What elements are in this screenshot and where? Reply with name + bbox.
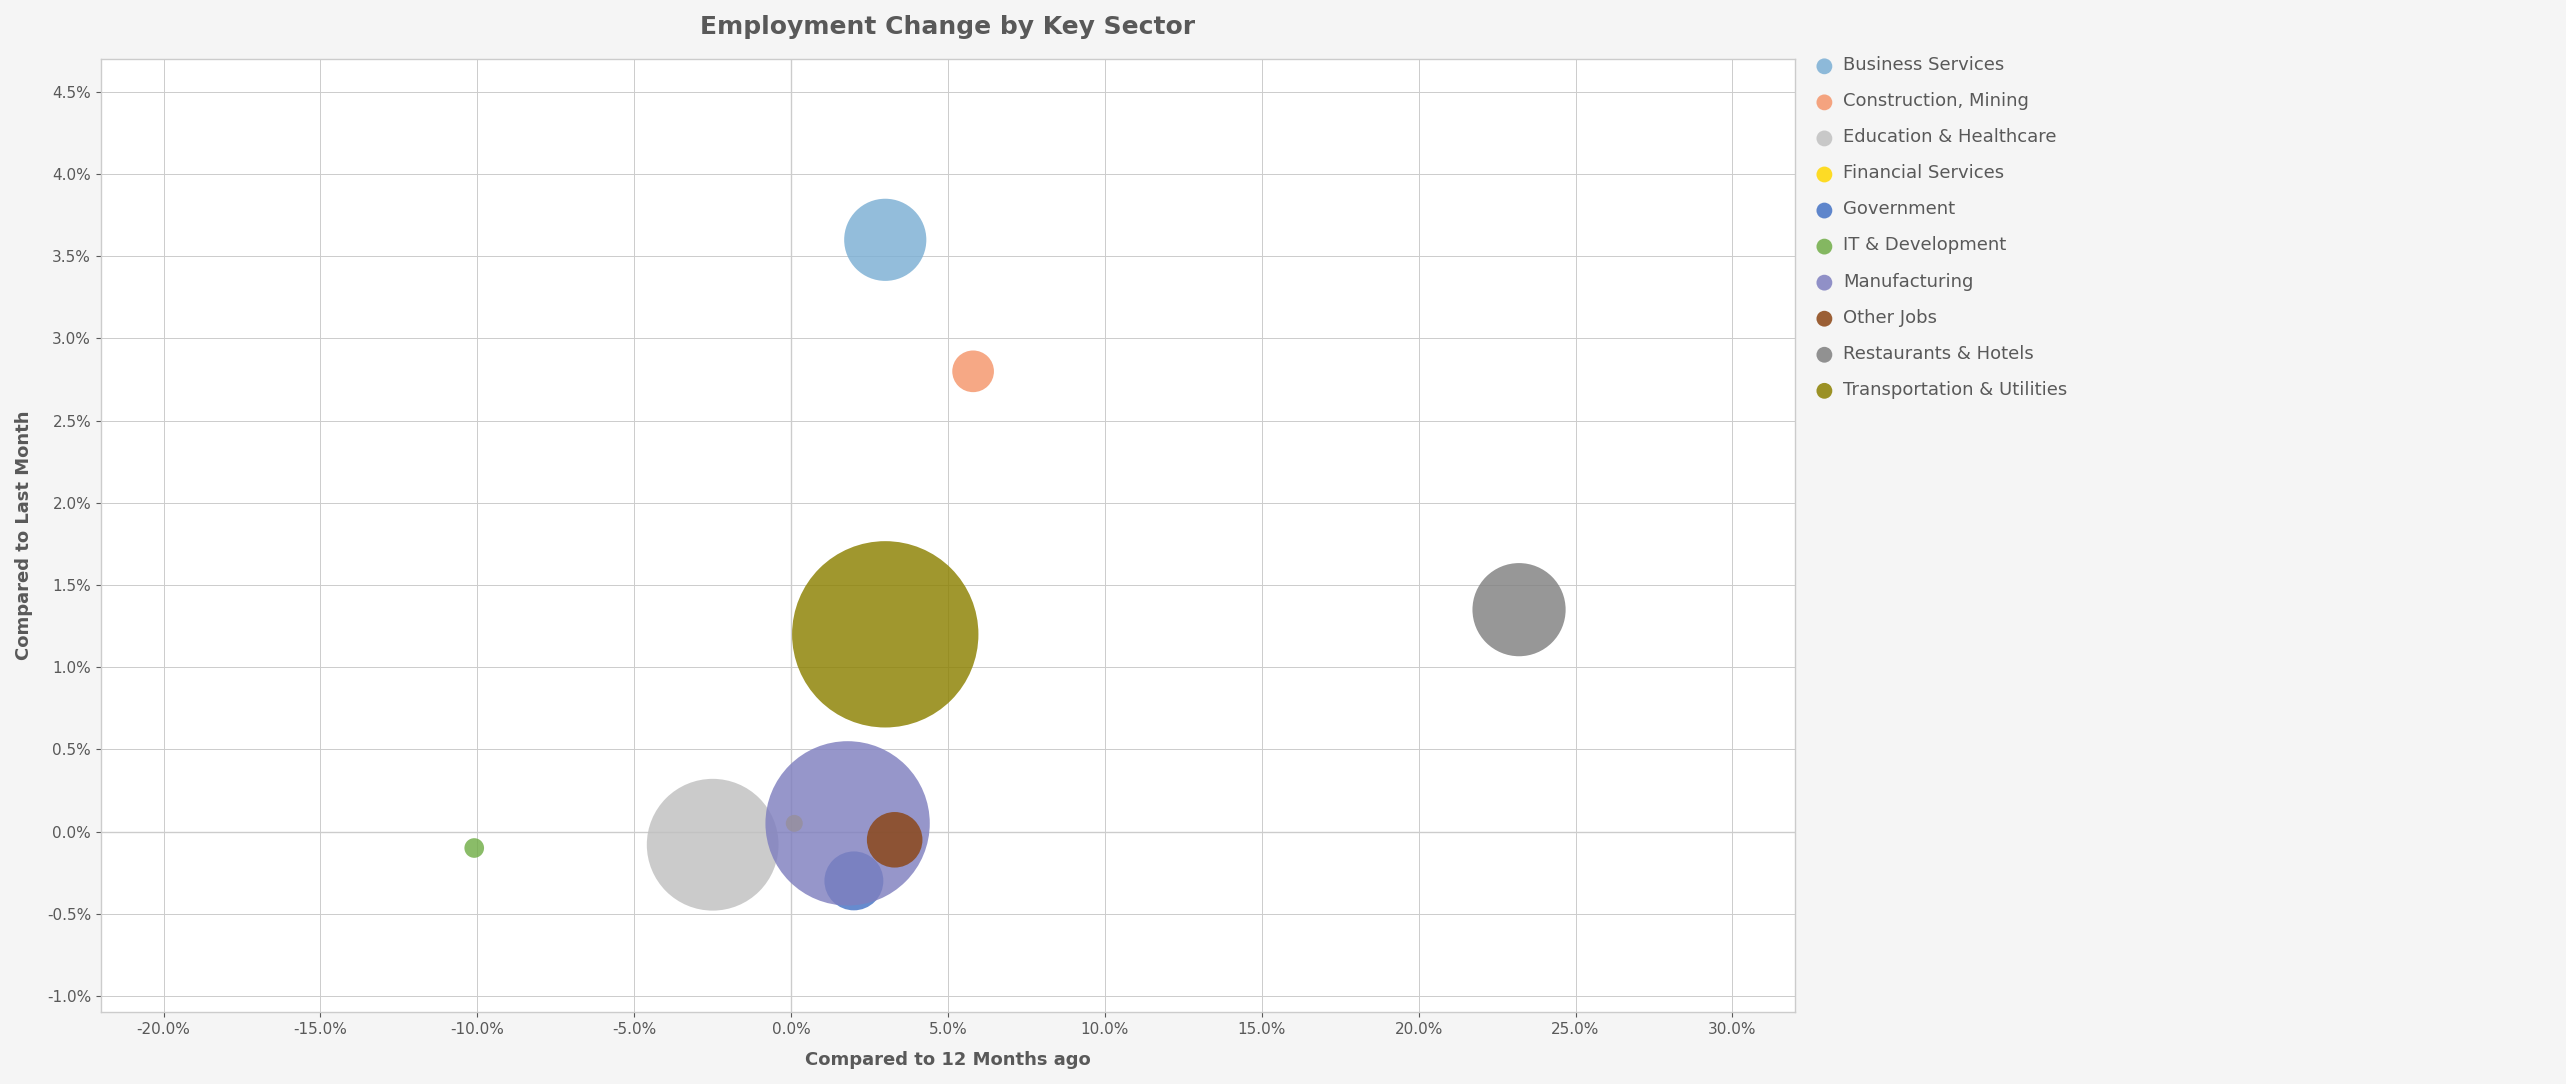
Business Services [865,231,906,248]
Manufacturing [826,815,867,833]
Title: Employment Change by Key Sector: Employment Change by Key Sector [701,15,1196,39]
Financial Services [775,815,816,833]
Restaurants & Hotels [1499,601,1540,618]
Y-axis label: Compared to Last Month: Compared to Last Month [15,411,33,660]
Education & Healthcare [693,836,734,853]
Transportation & Utilities [865,625,906,643]
X-axis label: Compared to 12 Months ago: Compared to 12 Months ago [806,1051,1091,1069]
Government [834,873,875,890]
Construction, Mining [952,363,993,380]
Other Jobs [875,831,916,849]
Legend: Business Services, Construction, Mining, Education & Healthcare, Financial Servi: Business Services, Construction, Mining,… [1812,49,2076,405]
IT & Development [454,839,495,856]
